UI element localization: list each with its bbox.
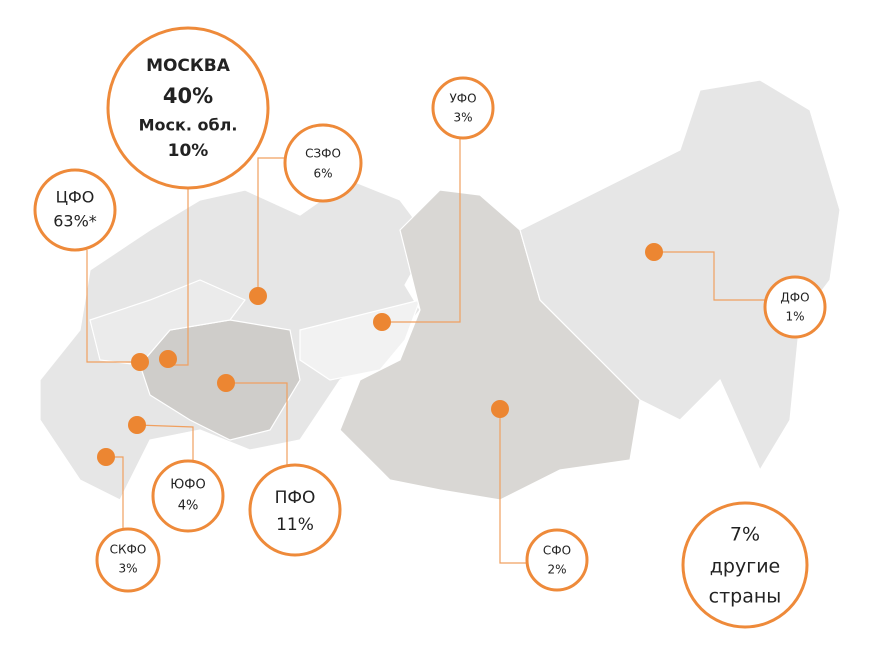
callout-text: ЦФО (56, 188, 95, 207)
callout-text: ДФО (780, 291, 809, 305)
region-dot (159, 350, 177, 368)
region-dots (97, 243, 663, 466)
region-dot (491, 400, 509, 418)
callout-text: ЮФО (170, 478, 205, 493)
leader-line (382, 138, 461, 323)
leader-line (86, 250, 140, 363)
region-dot (217, 374, 235, 392)
leader-lines (86, 138, 765, 564)
callout-circle (525, 528, 589, 592)
callout-circle (106, 26, 270, 190)
callout-circle (95, 527, 161, 593)
callouts: МОСКВА 40% Моск. обл. 10% ЦФО 63%* СЗФО … (33, 26, 827, 629)
callout-text: 63%* (53, 212, 97, 231)
callout-text: 1% (785, 310, 804, 324)
leader-line (499, 409, 527, 564)
callout-text: УФО (449, 92, 476, 106)
callout-text: Моск. обл. (139, 116, 238, 135)
region-dot (131, 353, 149, 371)
callout-text: страны (709, 586, 782, 608)
callout-text: СЗФО (305, 147, 341, 161)
region-dot (373, 313, 391, 331)
callout-text: 6% (313, 167, 332, 181)
region-dot (645, 243, 663, 261)
callout-text: 4% (178, 499, 199, 514)
callout-text: ПФО (275, 488, 316, 508)
leader-line (654, 251, 765, 301)
callout-circle (248, 463, 342, 557)
callout-text: 3% (118, 562, 137, 576)
callout-circle (431, 76, 495, 140)
callout-circle (33, 168, 117, 252)
region-dot (97, 448, 115, 466)
callout-text: 7% (730, 524, 760, 546)
callout-text: СКФО (110, 543, 147, 557)
leader-line (257, 157, 285, 296)
leader-line (226, 382, 288, 465)
callout-circle (151, 459, 225, 533)
callout-text: 11% (276, 515, 314, 535)
region-dot (128, 416, 146, 434)
callout-text: МОСКВА (146, 56, 231, 76)
callout-text: 10% (168, 141, 209, 161)
callout-circle (283, 123, 363, 203)
leader-line (136, 424, 194, 463)
callout-circle (681, 501, 809, 629)
callout-circle (763, 275, 827, 339)
callout-text: 2% (547, 563, 566, 577)
callout-text: 40% (163, 84, 213, 108)
region-dot (249, 287, 267, 305)
callout-text: СФО (543, 544, 571, 558)
callout-text: 3% (453, 111, 472, 125)
callout-text: другие (710, 556, 780, 578)
